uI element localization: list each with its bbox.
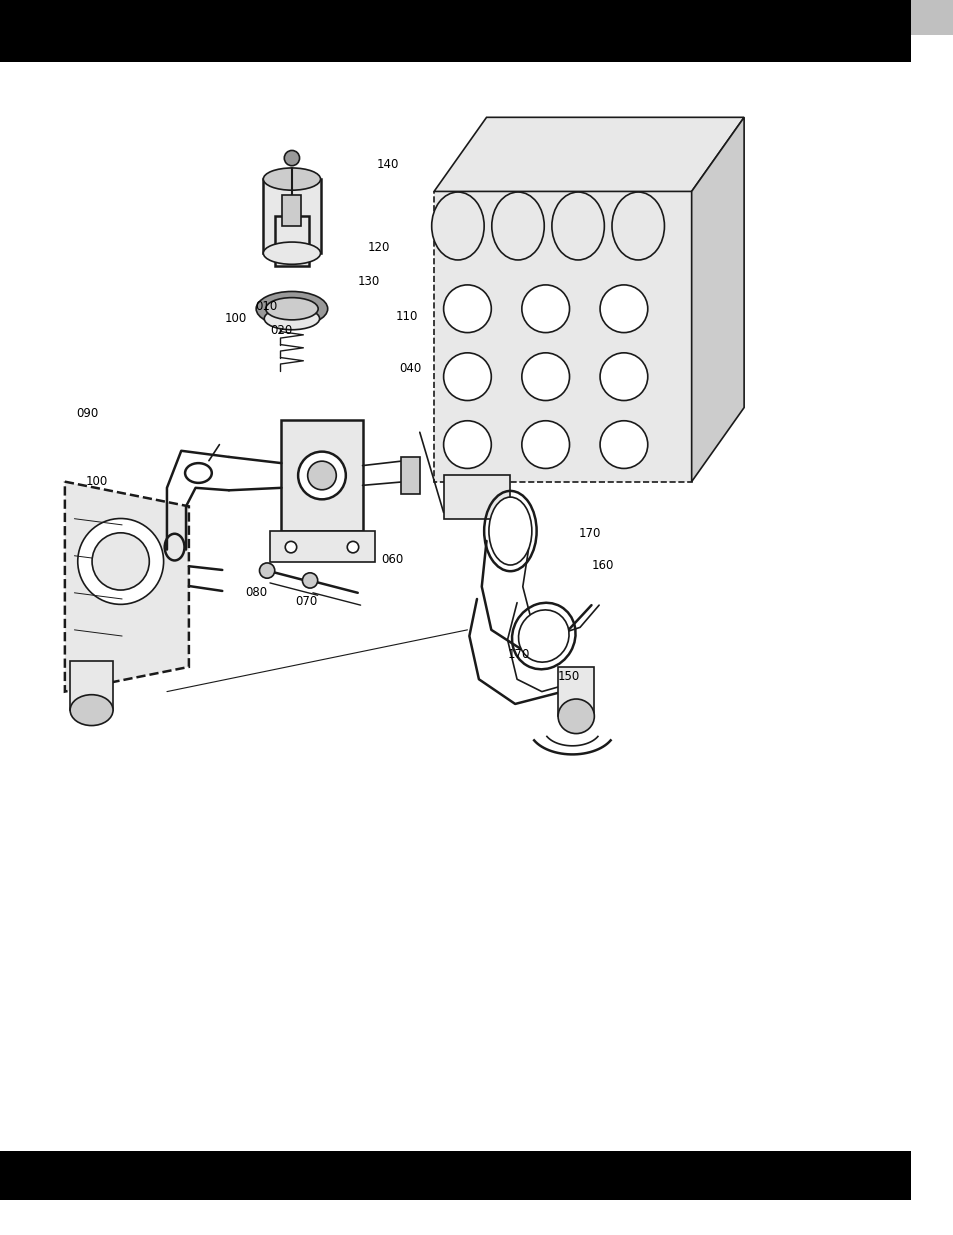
- Ellipse shape: [558, 699, 594, 734]
- Bar: [274, 216, 309, 266]
- Circle shape: [521, 421, 569, 468]
- Circle shape: [347, 541, 358, 553]
- Text: 130: 130: [357, 275, 379, 288]
- Circle shape: [297, 452, 345, 499]
- Circle shape: [285, 541, 296, 553]
- Text: 020: 020: [270, 325, 292, 337]
- Text: 060: 060: [381, 553, 403, 566]
- Text: 150: 150: [558, 671, 579, 683]
- Circle shape: [302, 573, 317, 588]
- Ellipse shape: [71, 694, 112, 726]
- Bar: [443, 475, 510, 519]
- Text: 090: 090: [76, 408, 98, 420]
- Circle shape: [443, 421, 491, 468]
- Circle shape: [259, 563, 274, 578]
- Text: 100: 100: [86, 475, 108, 488]
- Text: 040: 040: [398, 362, 420, 374]
- Bar: [263, 179, 320, 253]
- Ellipse shape: [255, 291, 327, 326]
- Circle shape: [77, 519, 164, 604]
- Ellipse shape: [263, 242, 320, 264]
- Polygon shape: [691, 117, 743, 482]
- Text: 160: 160: [591, 559, 613, 572]
- Bar: [400, 457, 419, 494]
- Ellipse shape: [518, 610, 568, 662]
- Ellipse shape: [491, 193, 543, 261]
- Ellipse shape: [551, 193, 604, 261]
- Bar: [282, 195, 301, 226]
- Ellipse shape: [265, 298, 317, 320]
- Text: 170: 170: [578, 527, 600, 540]
- Bar: [70, 661, 112, 710]
- Ellipse shape: [431, 193, 483, 261]
- Ellipse shape: [611, 193, 663, 261]
- Circle shape: [599, 285, 647, 332]
- Circle shape: [599, 353, 647, 400]
- Text: 170: 170: [507, 648, 529, 661]
- Circle shape: [307, 461, 335, 490]
- Circle shape: [443, 353, 491, 400]
- Text: 120: 120: [367, 241, 389, 253]
- Text: 110: 110: [395, 310, 417, 322]
- Ellipse shape: [264, 308, 319, 330]
- Polygon shape: [65, 482, 189, 692]
- Bar: [558, 667, 594, 716]
- Bar: [434, 191, 691, 482]
- Text: 080: 080: [245, 587, 267, 599]
- Bar: [629, 0, 953, 35]
- Ellipse shape: [263, 168, 320, 190]
- Text: 100: 100: [225, 312, 247, 325]
- Circle shape: [443, 285, 491, 332]
- Circle shape: [599, 421, 647, 468]
- Bar: [270, 531, 375, 562]
- Circle shape: [521, 353, 569, 400]
- Text: 140: 140: [376, 158, 398, 170]
- Ellipse shape: [488, 496, 532, 566]
- Bar: [0, 1151, 910, 1200]
- Text: 010: 010: [255, 300, 277, 312]
- Circle shape: [521, 285, 569, 332]
- Polygon shape: [281, 420, 362, 531]
- Text: 070: 070: [295, 595, 317, 608]
- Bar: [0, 0, 910, 62]
- Circle shape: [91, 532, 149, 590]
- Polygon shape: [434, 117, 743, 191]
- Circle shape: [284, 151, 299, 165]
